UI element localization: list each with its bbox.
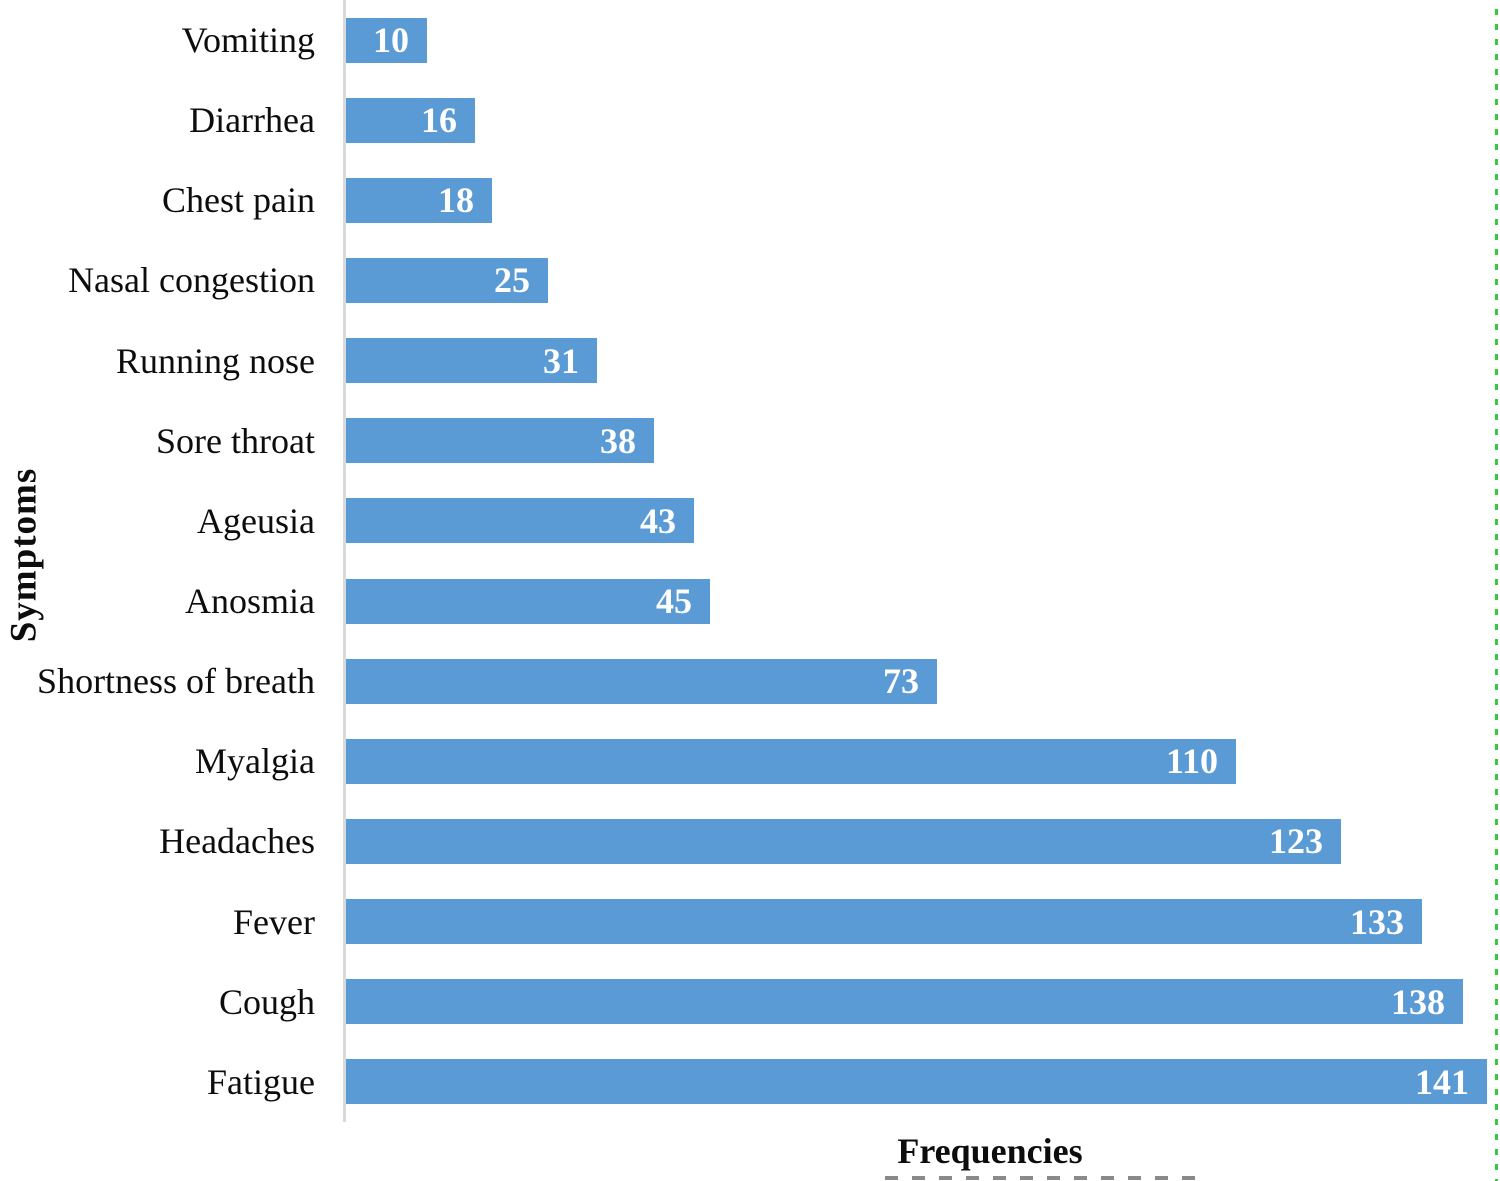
bar: 138 <box>346 979 1463 1025</box>
bar-row: Shortness of breath 73 <box>37 641 1500 721</box>
cropped-text-artifact <box>885 1176 1205 1180</box>
value-label: 31 <box>543 340 579 381</box>
value-label: 73 <box>883 661 919 702</box>
bar: 73 <box>346 658 937 704</box>
bar: 110 <box>346 738 1236 784</box>
bar: 18 <box>346 177 492 223</box>
category-label: Ageusia <box>197 500 315 541</box>
value-label: 43 <box>640 500 676 541</box>
bar: 123 <box>346 818 1341 864</box>
category-label: Vomiting <box>181 20 315 61</box>
value-label: 16 <box>421 100 457 141</box>
value-label: 38 <box>600 420 636 461</box>
bar: 16 <box>346 97 475 143</box>
bar-row: Cough 138 <box>219 962 1500 1042</box>
bar-row: Diarrhea 16 <box>189 80 1500 160</box>
category-label: Chest pain <box>162 180 315 221</box>
value-label: 10 <box>373 20 409 61</box>
bar-row: Sore throat 38 <box>156 401 1500 481</box>
category-label: Headaches <box>159 821 315 862</box>
category-label: Nasal congestion <box>68 260 315 301</box>
bar-row: Fever 133 <box>233 882 1500 962</box>
bar-row: Chest pain 18 <box>162 160 1500 240</box>
bar-row: Anosmia 45 <box>185 561 1500 641</box>
value-label: 25 <box>494 260 530 301</box>
value-label: 110 <box>1165 741 1218 782</box>
bar: 43 <box>346 498 694 544</box>
bar: 141 <box>346 1059 1487 1105</box>
bar: 31 <box>346 338 597 384</box>
category-label: Fever <box>233 901 315 942</box>
category-axis-line <box>343 0 346 1122</box>
bar-row: Running nose 31 <box>116 321 1500 401</box>
bar: 25 <box>346 257 548 303</box>
category-label: Cough <box>218 981 315 1022</box>
bar-row: Vomiting 10 <box>182 0 1500 80</box>
category-label: Anosmia <box>185 581 315 622</box>
x-axis-title: Frequencies <box>897 1131 1083 1171</box>
bar-row: Ageusia 43 <box>197 481 1500 561</box>
bar-row: Headaches 123 <box>159 801 1500 881</box>
category-label: Diarrhea <box>189 100 315 141</box>
category-label: Sore throat <box>156 420 315 461</box>
value-label: 45 <box>656 581 692 622</box>
bar-row: Nasal congestion 25 <box>68 240 1500 320</box>
value-label: 18 <box>438 180 474 221</box>
value-label: 138 <box>1391 981 1445 1022</box>
selection-dash-border <box>1495 0 1498 1181</box>
bar: 45 <box>346 578 710 624</box>
category-label: Running nose <box>115 340 315 381</box>
bar-row: Myalgia 110 <box>195 721 1500 801</box>
value-label: 133 <box>1350 901 1404 942</box>
category-label: Shortness of breath <box>37 661 315 702</box>
plot-area: Vomiting 10 Diarrhea 16 Chest pain 18 Nasal co… <box>37 0 1500 1122</box>
bar: 10 <box>346 17 427 63</box>
category-label: Fatigue <box>207 1061 315 1102</box>
value-label: 141 <box>1415 1061 1469 1102</box>
bar: 133 <box>346 899 1422 945</box>
category-label: Myalgia <box>195 741 315 782</box>
bar-row: Fatigue 141 <box>207 1042 1500 1122</box>
bar: 38 <box>346 418 654 464</box>
value-label: 123 <box>1269 821 1323 862</box>
